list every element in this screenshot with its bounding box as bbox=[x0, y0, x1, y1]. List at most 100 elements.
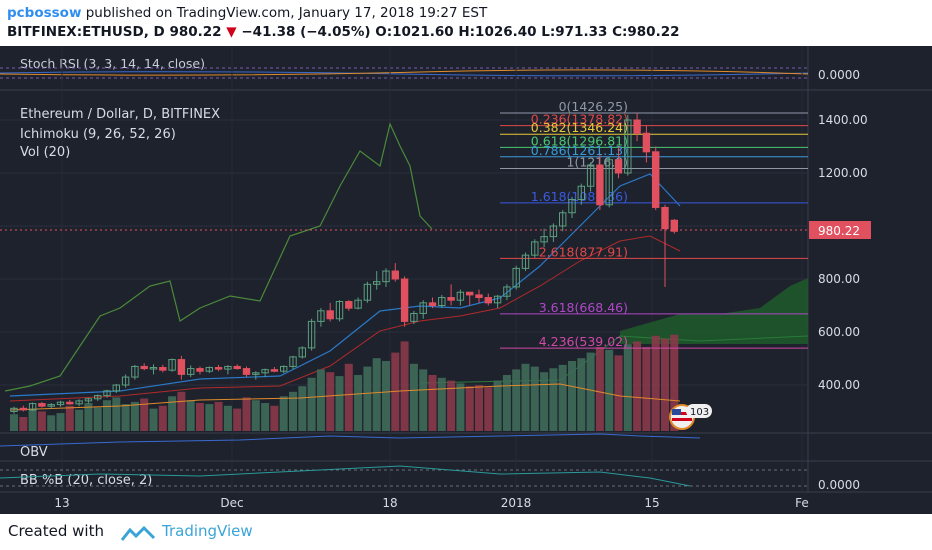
candle-body bbox=[112, 384, 120, 392]
volume-bar bbox=[149, 408, 158, 431]
candle-body bbox=[261, 369, 269, 374]
volume-bar bbox=[530, 366, 539, 431]
volume-bar bbox=[233, 408, 242, 431]
author-link[interactable]: pcbossow bbox=[7, 5, 82, 21]
volume-bar bbox=[549, 368, 558, 431]
obv-label: OBV bbox=[20, 445, 48, 460]
high-label: H: bbox=[458, 24, 476, 40]
volume-bar bbox=[251, 400, 260, 431]
volume-bar bbox=[428, 375, 437, 431]
volume-badge bbox=[686, 404, 712, 418]
candle-body bbox=[447, 297, 455, 301]
main-chart-title: Ethereum / Dollar, D, BITFINEX bbox=[20, 107, 220, 122]
candle-body bbox=[326, 310, 334, 320]
candle-body bbox=[466, 291, 474, 296]
candle-body bbox=[38, 403, 46, 407]
volume-bar bbox=[372, 358, 381, 431]
x-tick-label: 2018 bbox=[501, 496, 532, 510]
open-label: O: bbox=[375, 24, 393, 40]
volume-bar bbox=[298, 386, 307, 431]
volume-bar bbox=[363, 366, 372, 431]
volume-bar bbox=[10, 414, 18, 431]
volume-bar bbox=[568, 361, 576, 431]
candle-body bbox=[335, 301, 344, 320]
volume-bar bbox=[623, 344, 632, 431]
candle-body bbox=[354, 299, 362, 309]
bb-label: BB %B (20, close, 2) bbox=[20, 473, 152, 488]
last-price-tag-text: 980.22 bbox=[818, 224, 860, 238]
candle-body bbox=[140, 365, 148, 370]
y-tick-label: 400.00 bbox=[818, 378, 860, 392]
volume-bar bbox=[633, 341, 642, 431]
volume-bar bbox=[409, 363, 418, 431]
candle-body bbox=[428, 302, 437, 307]
low-value: 971.33 bbox=[555, 24, 608, 40]
candle-body bbox=[605, 159, 613, 206]
low-label: L: bbox=[541, 24, 556, 40]
candle-body bbox=[559, 212, 567, 227]
volume-bar bbox=[289, 391, 297, 431]
created-with-label: Created with bbox=[8, 522, 104, 540]
candle-body bbox=[177, 359, 186, 375]
volume-bar bbox=[512, 369, 521, 431]
volume-bar bbox=[382, 361, 390, 431]
last-price-tag bbox=[809, 221, 871, 239]
candle-body bbox=[419, 302, 427, 314]
volume-bar bbox=[354, 375, 363, 431]
volume-bar bbox=[186, 400, 195, 431]
published-text: published on TradingView.com, January 17… bbox=[85, 5, 488, 21]
fib-level-label: 2.618(877.91) bbox=[539, 244, 628, 259]
candle-body bbox=[75, 400, 83, 405]
candle-body bbox=[224, 365, 232, 370]
x-tick-label: Dec bbox=[220, 496, 243, 510]
fib-level-label: 0.786(1261.13) bbox=[531, 143, 628, 158]
volume-bar bbox=[75, 409, 84, 431]
ichimoku-label: Ichimoku (9, 26, 52, 26) bbox=[20, 127, 176, 142]
volume-bar bbox=[103, 400, 111, 431]
volume-bar bbox=[214, 401, 223, 431]
x-tick-label: 13 bbox=[54, 496, 69, 510]
candle-body bbox=[187, 368, 195, 375]
ichimoku-lagging-span bbox=[4, 122, 433, 392]
volume-bar bbox=[112, 397, 121, 431]
close-label: C: bbox=[612, 24, 628, 40]
tradingview-brand[interactable]: TradingView bbox=[162, 522, 253, 540]
volume-bar bbox=[651, 335, 660, 431]
candle-body bbox=[242, 368, 251, 375]
symbol-label: BITFINEX:ETHUSD, D bbox=[7, 24, 165, 40]
candle-body bbox=[280, 365, 288, 372]
volume-bar bbox=[19, 417, 28, 431]
candle-body bbox=[252, 372, 260, 375]
candle-body bbox=[66, 401, 74, 405]
candle-body bbox=[307, 320, 316, 349]
ichimoku-cloud bbox=[620, 278, 808, 344]
candle-body bbox=[131, 365, 139, 378]
symbol-line: BITFINEX:ETHUSD, D 980.22 ▼ −41.38 (−4.0… bbox=[7, 24, 680, 40]
candle-body bbox=[298, 347, 307, 358]
fib-level-label: 1.618(1087.36) bbox=[531, 189, 628, 204]
bb-axis-label: 0.0000 bbox=[818, 478, 860, 492]
candle-body bbox=[28, 403, 37, 411]
volume-bar bbox=[670, 334, 679, 431]
candle-body bbox=[642, 132, 651, 153]
candle-body bbox=[400, 278, 409, 322]
candle-body bbox=[317, 310, 325, 322]
volume-bar bbox=[400, 341, 409, 431]
high-value: 1026.40 bbox=[475, 24, 537, 40]
candle-body bbox=[512, 267, 520, 288]
candle-body bbox=[103, 390, 111, 397]
candle-body bbox=[493, 295, 502, 304]
volume-bar bbox=[419, 369, 428, 431]
volume-bar bbox=[279, 396, 288, 431]
volume-bar bbox=[168, 396, 177, 431]
candle-body bbox=[456, 291, 465, 301]
y-tick-label: 600.00 bbox=[818, 325, 860, 339]
candle-body bbox=[540, 236, 548, 243]
volume-bar bbox=[177, 391, 186, 431]
candle-body bbox=[484, 297, 493, 304]
volume-bar bbox=[586, 352, 595, 431]
candle-body bbox=[661, 206, 669, 230]
volume-bar bbox=[447, 380, 456, 431]
chart-canvas[interactable]: Stoch RSI (3, 3, 14, 14, close) 0.0000 4… bbox=[0, 46, 932, 514]
volume-bar bbox=[84, 403, 93, 431]
